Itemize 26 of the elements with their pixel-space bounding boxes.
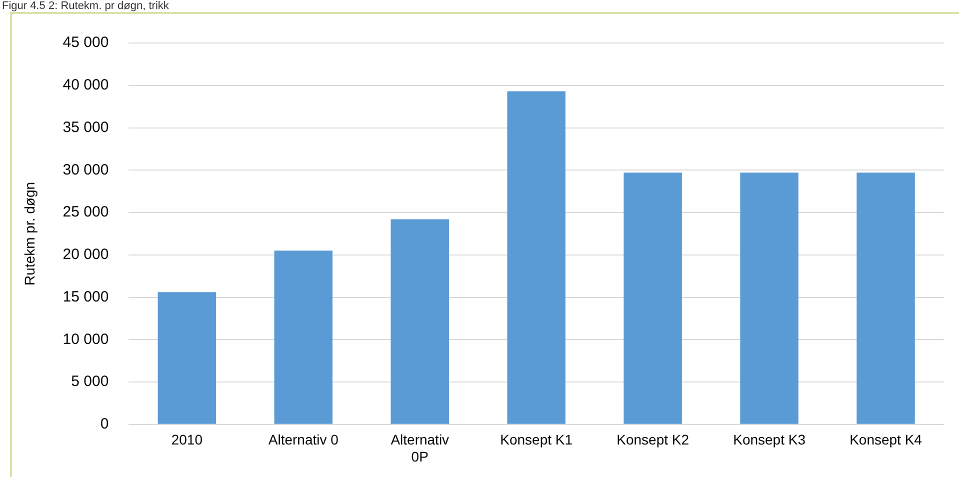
chart-title: Figur 4.5 2: Rutekm. pr døgn, trikk — [2, 0, 169, 12]
bar — [740, 172, 798, 424]
bar — [274, 250, 333, 424]
x-tick-label: Konsept K1 — [500, 432, 573, 448]
y-tick-label: 35 000 — [62, 118, 109, 136]
bar — [507, 91, 566, 424]
y-tick-label: 40 000 — [62, 76, 109, 94]
bar — [390, 219, 449, 424]
bar — [158, 292, 216, 424]
x-tick-label: 2010 — [171, 432, 203, 448]
y-tick-label: 5 000 — [71, 373, 109, 390]
y-axis-title: Rutekm pr. døgn — [21, 182, 38, 286]
y-tick-label: 45 000 — [62, 34, 109, 52]
x-tick-label: Alternativ 0 — [268, 432, 339, 448]
y-tick-label: 25 000 — [62, 204, 109, 221]
bar — [856, 172, 915, 424]
y-tick-label: 15 000 — [62, 288, 109, 306]
y-tick-label: 30 000 — [62, 161, 109, 178]
y-tick-label: 10 000 — [62, 330, 109, 348]
y-tick-label: 20 000 — [62, 246, 109, 264]
y-tick-label: 0 — [100, 416, 109, 433]
x-tick-label: Konsept K4 — [850, 432, 922, 448]
x-tick-label: Konsept K3 — [733, 432, 806, 448]
x-tick-label: Alternativ 0P — [390, 432, 450, 464]
bar — [624, 172, 682, 424]
x-tick-label: Konsept K2 — [616, 432, 690, 448]
